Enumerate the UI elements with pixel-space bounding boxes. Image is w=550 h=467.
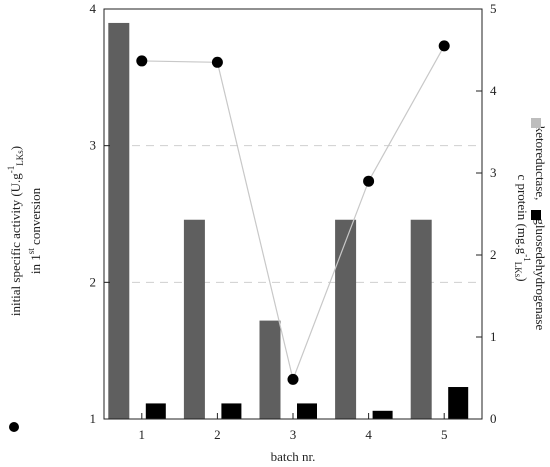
left-tick-label: 2: [90, 274, 97, 289]
x-axis-label: batch nr.: [271, 449, 316, 464]
x-tick-label: 3: [290, 427, 297, 442]
activity-point: [363, 175, 375, 187]
ketoreductase-bar: [108, 22, 130, 419]
x-tick-label: 2: [214, 427, 221, 442]
right-tick-label: 4: [490, 83, 497, 98]
activity-point: [136, 55, 148, 67]
svg-text:ketoreductase,gluosedehydrogen: ketoreductase,gluosedehydrogenase: [533, 126, 548, 331]
left-tick-label: 3: [90, 138, 97, 153]
gluosedehydrogenase-bar: [297, 403, 317, 419]
left-tick-label: 1: [90, 411, 97, 426]
activity-point: [438, 40, 450, 52]
right-tick-label: 2: [490, 247, 497, 262]
svg-text:initial specific activity (U.g: initial specific activity (U.g-1LKs): [6, 146, 25, 316]
gluosedehydrogenase-bars: [145, 387, 469, 419]
left-tick-label: 4: [90, 1, 97, 16]
gluosedehydrogenase-legend-swatch: [531, 210, 541, 220]
svg-text:c protein (mg.g-1LKs): c protein (mg.g-1LKs): [513, 174, 532, 281]
right-tick-label: 3: [490, 165, 497, 180]
left-axis-label: initial specific activity (U.g-1LKs) in …: [6, 146, 43, 316]
ketoreductase-bar: [259, 320, 281, 419]
axis-ticks: 1 2 3 4 0 1 2 3 4 5 1 2 3 4 5: [90, 1, 498, 442]
svg-text:in 1st conversion: in 1st conversion: [26, 187, 43, 274]
x-tick-label: 4: [365, 427, 372, 442]
x-tick-label: 5: [441, 427, 448, 442]
gluosedehydrogenase-bar: [448, 387, 469, 419]
right-tick-label: 1: [490, 329, 497, 344]
ketoreductase-bars: [108, 22, 432, 419]
gluosedehydrogenase-bar: [372, 410, 393, 419]
activity-series: [136, 40, 450, 385]
ketoreductase-legend-swatch: [531, 118, 541, 128]
activity-point: [211, 56, 223, 68]
activity-legend-marker: [9, 422, 19, 432]
right-tick-label: 5: [490, 1, 497, 16]
right-axis-label: c protein (mg.g-1LKs): [513, 174, 532, 281]
right-tick-label: 0: [490, 411, 497, 426]
right-axis-label-legend: ketoreductase,gluosedehydrogenase: [533, 126, 548, 331]
ketoreductase-bar: [335, 219, 357, 419]
gluosedehydrogenase-bar: [221, 403, 242, 419]
ketoreductase-bar: [410, 219, 432, 419]
x-tick-label: 1: [139, 427, 146, 442]
gluosedehydrogenase-bar: [145, 403, 166, 419]
ketoreductase-bar: [183, 219, 205, 419]
activity-point: [287, 373, 299, 385]
